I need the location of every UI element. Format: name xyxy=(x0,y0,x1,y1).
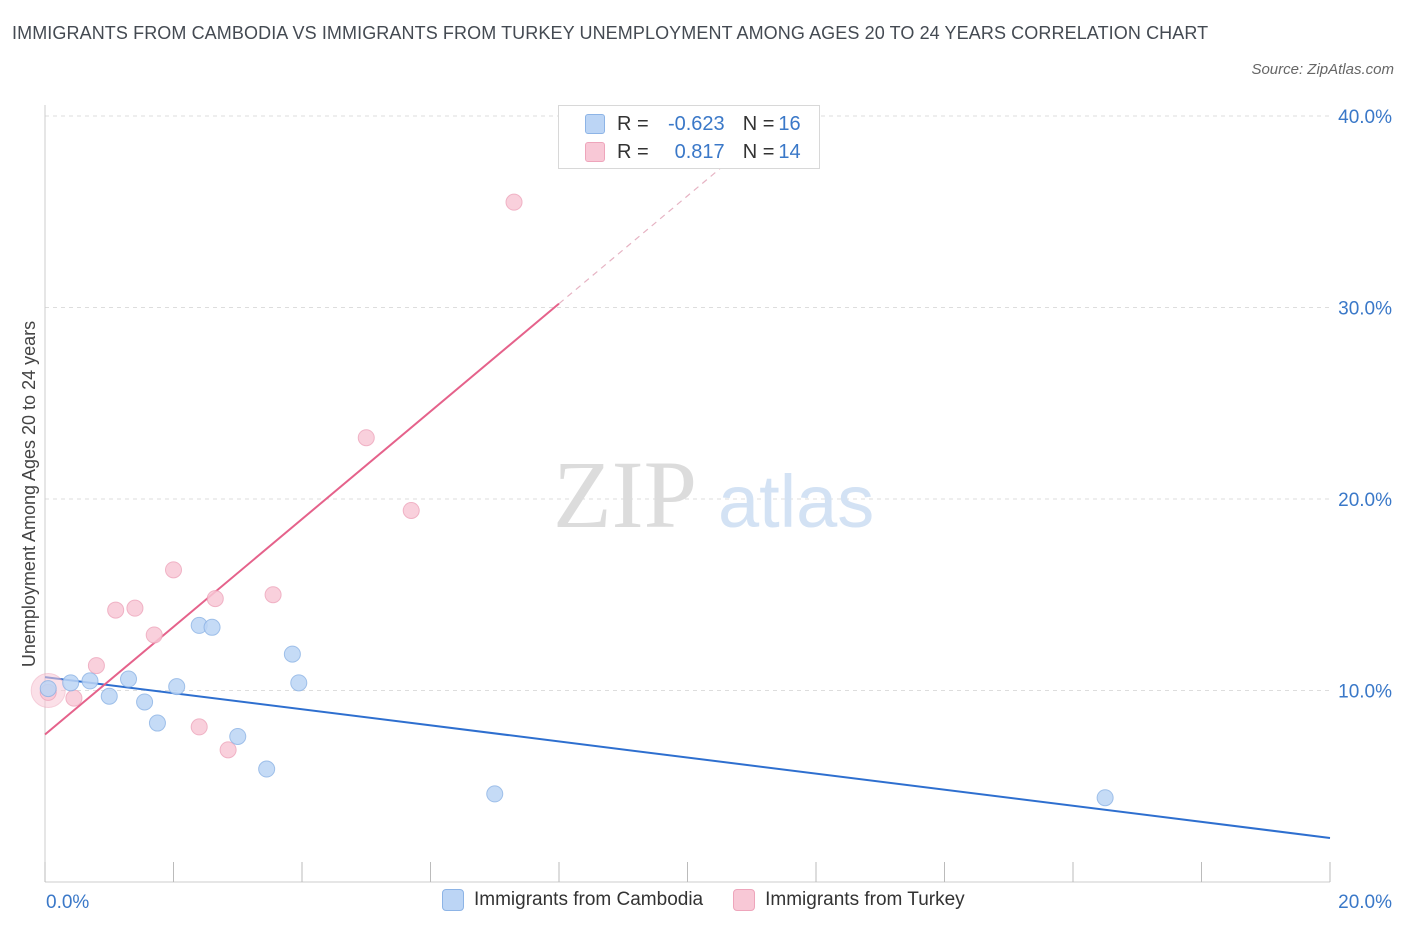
grid-lines xyxy=(45,115,1330,691)
source-label: Source: ZipAtlas.com xyxy=(1251,61,1394,78)
turkey-point xyxy=(145,626,163,644)
n-label: N = xyxy=(742,112,775,135)
legend-item-cambodia[interactable]: Immigrants from Cambodia xyxy=(442,889,703,911)
cambodia-point xyxy=(136,693,154,711)
turkey-point xyxy=(107,601,125,619)
cambodia-point xyxy=(258,760,276,778)
cambodia-point xyxy=(203,618,221,636)
n-value: 16 xyxy=(778,112,801,135)
cambodia-point xyxy=(148,714,166,732)
turkey-point xyxy=(206,590,224,608)
cambodia-point xyxy=(486,785,504,803)
y-tick-label: 40.0% xyxy=(1338,107,1392,128)
y-tick-label: 20.0% xyxy=(1338,490,1392,511)
trend-lines xyxy=(44,157,1331,839)
turkey-swatch xyxy=(585,142,605,162)
cambodia-point xyxy=(39,680,57,698)
turkey-point xyxy=(505,193,523,211)
cambodia-point xyxy=(81,672,99,690)
r-label: R = xyxy=(617,112,649,135)
x-tick-label: 0.0% xyxy=(46,892,89,913)
turkey-point xyxy=(219,741,237,759)
turkey-point xyxy=(165,561,182,579)
legend-label-turkey: Immigrants from Turkey xyxy=(765,889,965,910)
cambodia-point xyxy=(1096,789,1114,807)
legend-label-cambodia: Immigrants from Cambodia xyxy=(474,889,704,910)
legend-item-turkey[interactable]: Immigrants from Turkey xyxy=(733,889,965,911)
turkey-trend-line xyxy=(44,302,560,736)
watermark: ZIP atlas xyxy=(553,441,874,548)
turkey-point xyxy=(87,657,105,675)
r-value: 0.817 xyxy=(674,140,725,163)
legend-row-cambodia: R = -0.623 N = 16 xyxy=(585,112,801,136)
watermark-atlas: atlas xyxy=(718,460,874,543)
cambodia-swatch xyxy=(585,114,605,134)
y-tick-label: 10.0% xyxy=(1338,682,1392,703)
turkey-trend-extension xyxy=(558,157,733,305)
turkey-point xyxy=(357,429,375,447)
series-legend: Immigrants from Cambodia Immigrants from… xyxy=(442,889,995,911)
n-value: 14 xyxy=(778,140,801,163)
cambodia-point xyxy=(283,645,301,663)
y-axis-label: Unemployment Among Ages 20 to 24 years xyxy=(19,321,39,667)
cambodia-point xyxy=(168,678,186,696)
cambodia-point xyxy=(229,727,247,745)
y-tick-label: 30.0% xyxy=(1338,299,1392,320)
cambodia-point xyxy=(62,674,80,692)
chart-title: IMMIGRANTS FROM CAMBODIA VS IMMIGRANTS F… xyxy=(12,23,1209,43)
turkey-point xyxy=(65,689,83,707)
x-tick-label: 20.0% xyxy=(1338,892,1392,913)
cambodia-point xyxy=(100,687,118,705)
n-label: N = xyxy=(742,140,775,163)
turkey-swatch xyxy=(733,889,756,911)
data-points xyxy=(30,193,1114,807)
cambodia-swatch xyxy=(442,889,464,911)
turkey-point xyxy=(190,718,208,736)
tick-labels: 10.0% 20.0% 30.0% 40.0% 0.0% 20.0% xyxy=(46,107,1392,913)
r-label: R = xyxy=(617,140,649,163)
r-value: -0.623 xyxy=(667,112,725,135)
cambodia-trend-line xyxy=(44,676,1331,839)
correlation-legend: R = -0.623 N = 16 R = 0.817 N = 14 xyxy=(558,105,820,169)
turkey-point xyxy=(402,501,420,519)
cambodia-point xyxy=(120,670,138,688)
watermark-zip: ZIP xyxy=(553,441,697,548)
legend-row-turkey: R = 0.817 N = 14 xyxy=(585,140,801,164)
turkey-point xyxy=(264,586,282,604)
cambodia-point xyxy=(290,674,308,692)
turkey-point xyxy=(126,599,144,617)
axes xyxy=(44,105,1331,883)
